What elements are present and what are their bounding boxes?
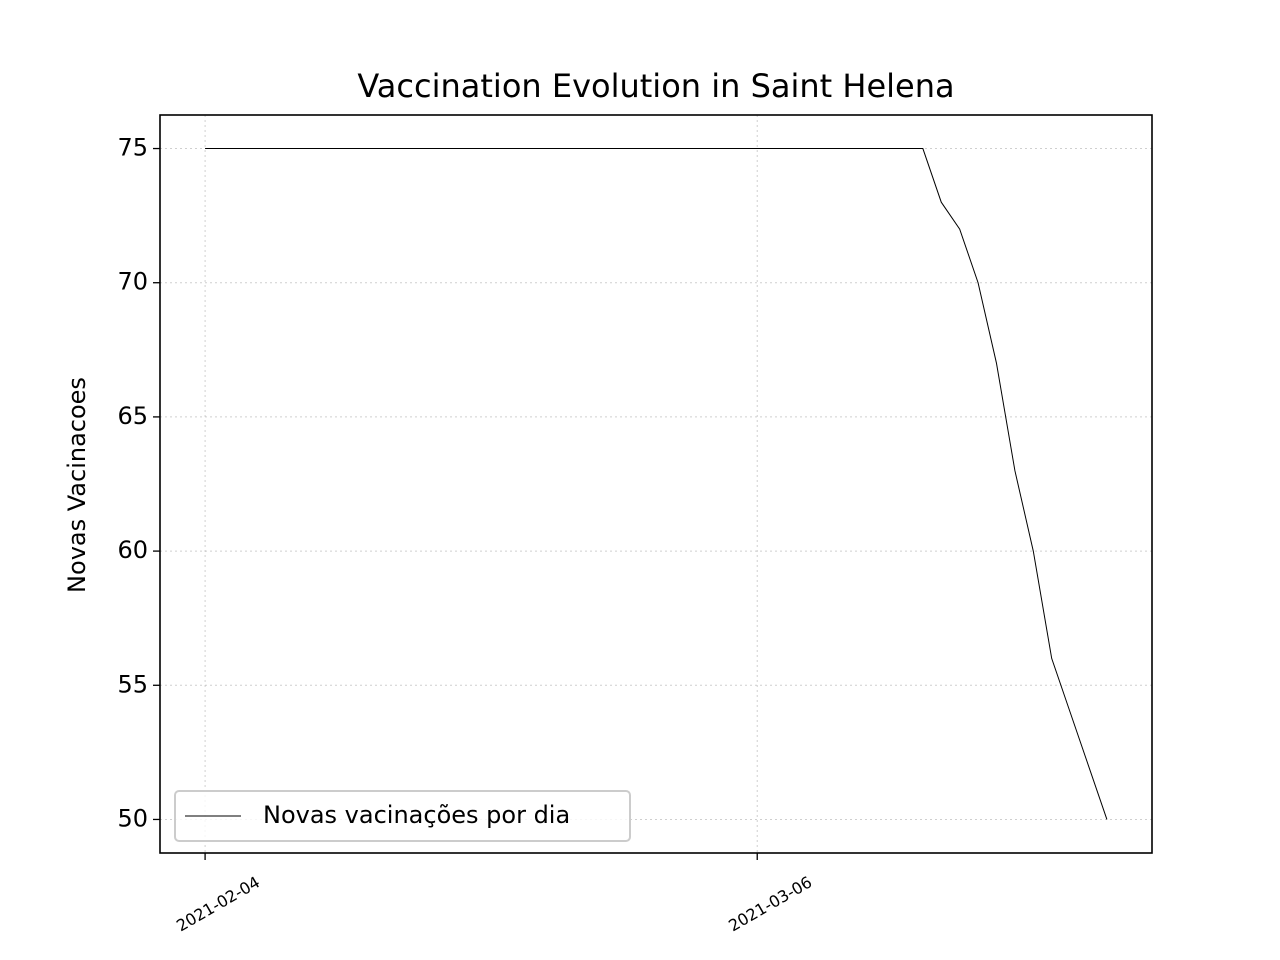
y-tick-label: 60 <box>117 536 148 564</box>
y-tick-label: 70 <box>117 268 148 296</box>
y-tick-label: 55 <box>117 670 148 698</box>
chart-title: Vaccination Evolution in Saint Helena <box>357 67 954 105</box>
y-tick-label: 65 <box>117 402 148 430</box>
plot-frame <box>159 114 1153 854</box>
y-axis-label: Novas Vacinacoes <box>63 377 91 593</box>
data-line <box>205 148 1108 820</box>
x-tick-label: 2021-03-06 <box>725 872 815 935</box>
y-tick-label: 75 <box>117 134 148 162</box>
legend-box <box>174 790 631 842</box>
legend-label: Novas vacinações por dia <box>263 801 570 829</box>
y-tick-label: 50 <box>117 804 148 832</box>
x-tick-label: 2021-02-04 <box>173 872 263 935</box>
